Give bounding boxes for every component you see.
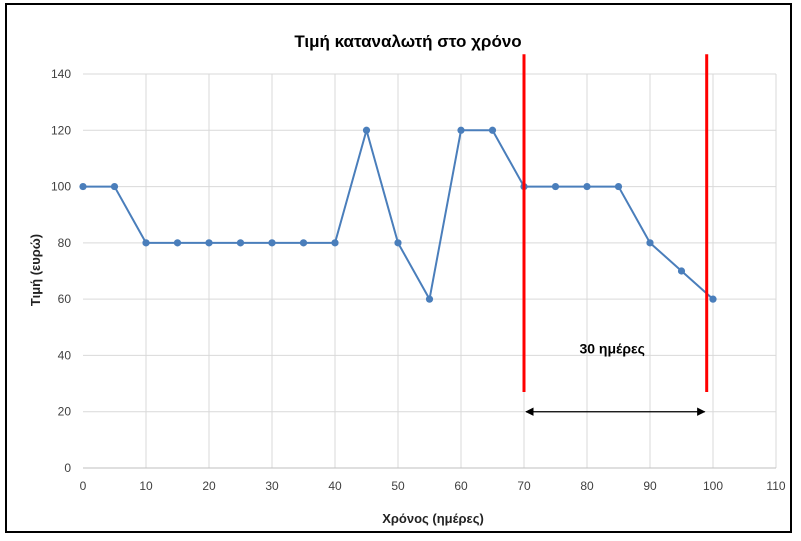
- data-point: [331, 239, 339, 247]
- annotations: [522, 54, 709, 416]
- data-point: [488, 126, 497, 134]
- data-point: [457, 126, 465, 134]
- x-tick-label: 50: [391, 479, 405, 493]
- data-point: [425, 295, 434, 303]
- y-tick-label: 100: [51, 180, 71, 194]
- x-tick-label: 80: [580, 479, 594, 493]
- data-point: [551, 182, 560, 191]
- y-tick-label: 80: [58, 236, 72, 250]
- data-point: [614, 182, 623, 191]
- chart-title: Τιμή καταναλωτή στο χρόνο: [294, 32, 521, 51]
- x-tick-label: 90: [643, 479, 657, 493]
- data-point: [205, 239, 213, 247]
- x-tick-label: 100: [703, 479, 723, 493]
- x-tick-label: 60: [454, 479, 468, 493]
- data-point: [709, 295, 717, 303]
- axes: 0 20 40 60 80 100 120 140 0 10 20 30 40 50 60 70 80 90 100…: [51, 67, 786, 493]
- data-point: [79, 182, 87, 191]
- y-tick-label: 40: [58, 348, 72, 362]
- y-tick-label: 0: [64, 461, 71, 475]
- x-tick-label: 10: [139, 479, 153, 493]
- x-tick-label: 20: [202, 479, 216, 493]
- y-tick-label: 60: [58, 292, 72, 306]
- x-tick-label: 110: [766, 479, 785, 493]
- data-point: [394, 239, 402, 247]
- data-point: [362, 126, 371, 134]
- y-tick-label: 120: [51, 123, 71, 137]
- data-point: [268, 239, 276, 247]
- series: [79, 126, 717, 303]
- gridlines: [83, 73, 777, 468]
- duration-label: 30 ημέρες: [579, 340, 644, 356]
- data-point: [142, 239, 150, 247]
- labels: Τιμή καταναλωτή στο χρόνο Χρόνος (ημέρες…: [28, 32, 645, 526]
- x-tick-label: 30: [265, 479, 279, 493]
- y-axis-title: Τιμή (ευρώ): [28, 234, 43, 306]
- x-axis-title: Χρόνος (ημέρες): [382, 511, 484, 526]
- y-tick-label: 20: [58, 405, 72, 419]
- data-point: [173, 239, 182, 247]
- x-tick-label: 70: [517, 479, 531, 493]
- data-point: [236, 239, 245, 247]
- x-tick-label: 0: [80, 479, 87, 493]
- x-tick-label: 40: [328, 479, 342, 493]
- data-point: [583, 182, 591, 191]
- data-point: [299, 239, 308, 247]
- data-point: [110, 182, 119, 191]
- data-point: [646, 239, 654, 247]
- y-tick-label: 140: [51, 67, 71, 81]
- data-point: [677, 267, 686, 275]
